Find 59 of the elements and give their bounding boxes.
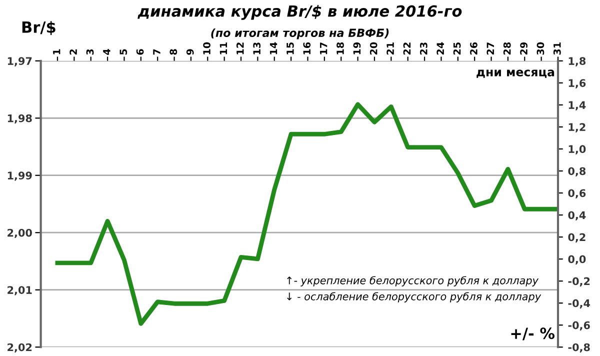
y2-tick-label: -0,6 <box>568 321 590 331</box>
x-tick-label: 28 <box>503 42 511 55</box>
x-tick-label: 17 <box>320 42 328 54</box>
y-tick-label: 1,98 <box>8 114 32 124</box>
x-tick-label: 13 <box>253 42 261 54</box>
x-tick-label: 26 <box>470 42 478 55</box>
y-tick-label: 2,02 <box>8 343 32 353</box>
x-tick-label: 8 <box>170 49 178 55</box>
y2-tick-label: 1,8 <box>568 57 586 66</box>
x-tick-label: 19 <box>353 42 361 54</box>
x-tick-label: 27 <box>486 42 494 55</box>
x-tick-label: 15 <box>286 42 294 54</box>
y2-tick-label: 1,6 <box>568 79 586 88</box>
x-tick-label: 30 <box>536 42 544 55</box>
y2-tick-label: 0,6 <box>568 189 586 198</box>
x-tick-label: 25 <box>453 42 461 55</box>
x-tick-label: 5 <box>120 49 128 55</box>
y2-tick-label: 0,0 <box>568 255 586 264</box>
y2-tick-label: 1,0 <box>568 145 586 154</box>
x-tick-label: 9 <box>186 49 194 55</box>
x-tick-label: 14 <box>270 42 278 54</box>
x-tick-label: 11 <box>220 42 228 54</box>
y-tick-label: 2,00 <box>8 228 32 238</box>
x-tick-label: 16 <box>303 42 311 54</box>
y-axis-title: Br/$ <box>22 21 56 35</box>
y2-tick-label: 0,8 <box>568 167 586 176</box>
y2-tick-label: 0,4 <box>568 211 586 220</box>
y2-tick-label: 1,4 <box>568 101 586 110</box>
x-tick-label: 12 <box>236 42 244 54</box>
x-tick-label: 1 <box>53 49 60 54</box>
y2-tick-label: -0,4 <box>568 299 590 309</box>
annotation: дни месяца <box>476 70 554 78</box>
x-tick-label: 7 <box>153 49 160 55</box>
y-tick-label: 1,99 <box>8 172 32 181</box>
y2-tick-label: -0,8 <box>568 343 590 353</box>
chart-title: динамика курса Br/$ в июле 2016-го <box>138 5 462 20</box>
x-tick-label: 22 <box>403 42 411 55</box>
line-series <box>55 102 558 326</box>
x-tick-label: 2 <box>70 49 77 55</box>
x-tick-label: 3 <box>86 49 94 55</box>
x-tick-label: 10 <box>203 42 210 54</box>
x-tick-label: 6 <box>136 49 144 55</box>
x-tick-label: 21 <box>386 42 394 55</box>
annotation: +/- % <box>511 328 555 340</box>
chart-subtitle: (по итогам торгов на БВФБ) <box>211 28 389 40</box>
y2-tick-label: 0,2 <box>568 233 586 242</box>
y2-tick-label: -0,2 <box>568 277 590 286</box>
x-tick-label: 18 <box>336 42 344 54</box>
annotation: ↑- укрепление белорусского рубля к доллару <box>287 276 539 286</box>
x-tick-label: 31 <box>553 42 561 55</box>
x-tick-label: 20 <box>370 42 378 55</box>
y2-tick-label: 1,2 <box>568 123 586 132</box>
annotation: ↓ - ослабление белорусского рубля к доллару <box>287 292 542 302</box>
y-tick-label: 2,01 <box>8 286 32 296</box>
y-tick-label: 1,97 <box>8 57 32 66</box>
x-tick-label: 23 <box>420 42 428 55</box>
x-tick-label: 29 <box>520 42 528 55</box>
x-tick-label: 24 <box>436 42 444 55</box>
x-tick-label: 4 <box>103 49 110 55</box>
